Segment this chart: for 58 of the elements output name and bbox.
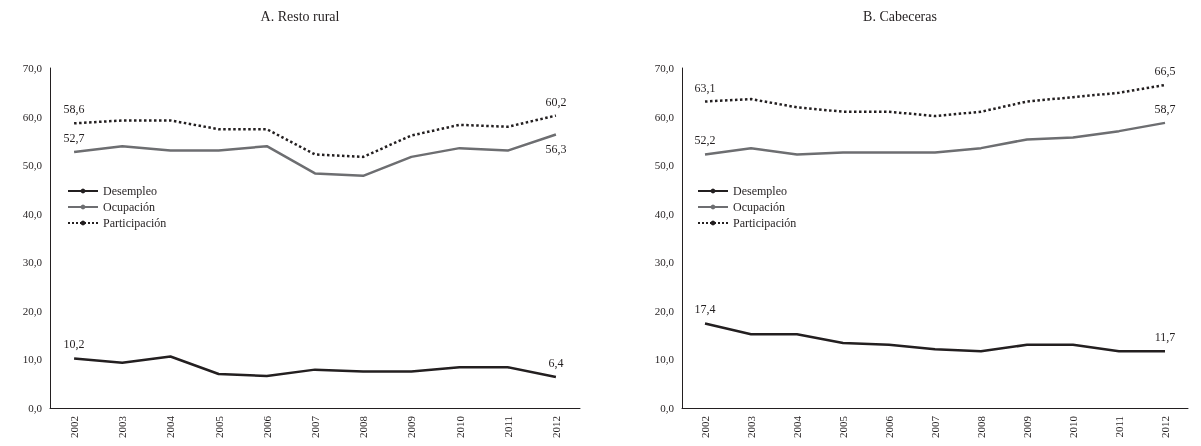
y-tick-label: 50,0: [22, 159, 43, 172]
y-tick-label: 10,0: [22, 353, 43, 366]
x-tick-label: 2005: [212, 415, 225, 438]
x-tick-label: 2002: [699, 416, 711, 438]
x-tick-label: 2008: [357, 415, 370, 438]
chart-title: A. Resto rural: [260, 8, 340, 24]
data-label: 58,6: [63, 102, 85, 117]
legend-label: Desempleo: [733, 184, 787, 198]
legend-label: Participación: [103, 216, 167, 230]
y-tick-label: 20,0: [654, 304, 675, 317]
data-label: 56,3: [545, 141, 567, 156]
x-tick-label: 2004: [791, 415, 803, 438]
legend-label: Ocupación: [103, 200, 155, 214]
data-label: 6,4: [548, 355, 564, 370]
x-tick-label: 2010: [1067, 415, 1079, 438]
data-label: 11,7: [1154, 330, 1176, 345]
y-tick-label: 60,0: [654, 110, 675, 123]
data-label: 52,2: [694, 133, 716, 148]
x-tick-label: 2002: [68, 416, 81, 438]
data-label: 60,2: [545, 94, 567, 109]
y-tick-label: 20,0: [22, 304, 43, 317]
y-tick-label: 50,0: [654, 159, 675, 172]
data-label: 10,2: [63, 337, 85, 352]
x-tick-label: 2004: [164, 415, 177, 438]
data-label: 63,1: [694, 80, 716, 95]
y-tick-label: 10,0: [654, 353, 675, 366]
x-tick-label: 2008: [975, 415, 987, 438]
y-tick-label: 70,0: [654, 62, 675, 74]
data-label: 52,7: [63, 131, 85, 146]
x-tick-label: 2012: [549, 416, 562, 438]
legend-label: Ocupación: [733, 200, 785, 214]
data-label: 17,4: [694, 302, 716, 317]
x-tick-label: 2011: [501, 416, 514, 438]
x-tick-label: 2009: [405, 415, 418, 438]
data-label: 58,7: [1154, 101, 1176, 116]
x-tick-label: 2003: [116, 415, 129, 438]
x-tick-label: 2006: [260, 415, 273, 438]
x-tick-label: 2007: [309, 415, 321, 438]
data-label: 66,5: [1154, 64, 1176, 78]
x-tick-label: 2007: [929, 415, 941, 438]
x-tick-label: 2003: [745, 415, 757, 438]
y-tick-label: 30,0: [654, 256, 675, 269]
x-tick-label: 2010: [453, 415, 466, 438]
x-tick-label: 2012: [1159, 416, 1171, 438]
x-tick-label: 2006: [883, 415, 895, 438]
x-tick-label: 2009: [1021, 415, 1033, 438]
y-tick-label: 40,0: [22, 207, 43, 220]
legend-label: Participación: [733, 216, 797, 230]
x-tick-label: 2011: [1113, 416, 1125, 438]
y-tick-label: 30,0: [22, 256, 43, 269]
x-tick-label: 2005: [837, 415, 849, 438]
y-tick-label: 60,0: [22, 110, 43, 123]
y-tick-label: 40,0: [654, 207, 675, 220]
y-tick-label: 0,0: [28, 402, 43, 414]
y-tick-label: 0,0: [660, 402, 675, 414]
chart-title: B. Cabeceras: [863, 8, 937, 24]
y-tick-label: 70,0: [22, 62, 43, 74]
legend-label: Desempleo: [103, 184, 157, 198]
